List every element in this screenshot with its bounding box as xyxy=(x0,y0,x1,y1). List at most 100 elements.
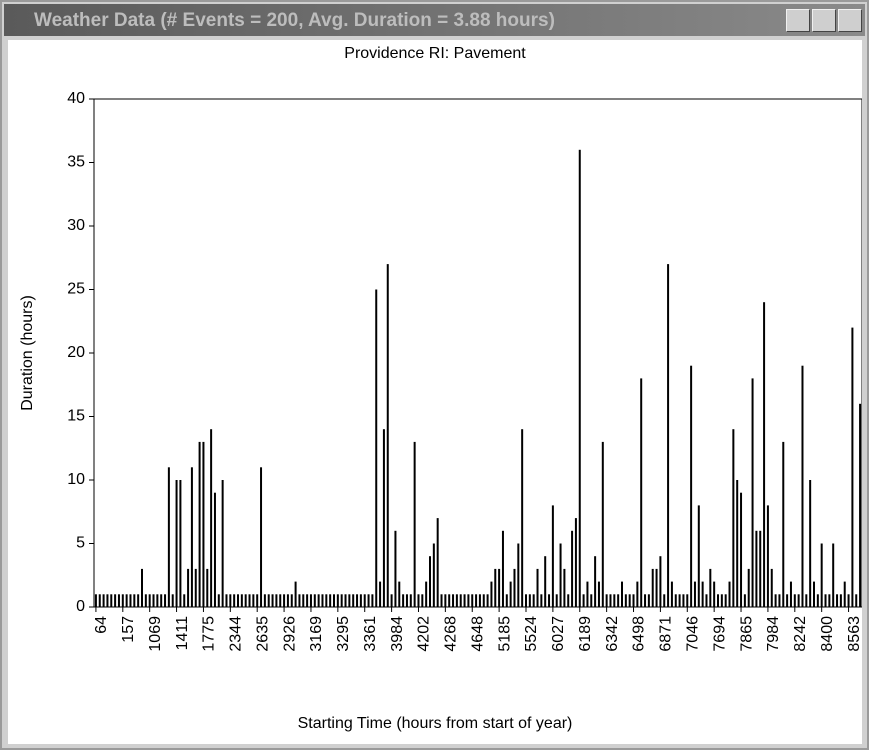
bar xyxy=(302,594,305,607)
bar xyxy=(344,594,347,607)
bar xyxy=(233,594,236,607)
x-tick-label: 8400 xyxy=(819,616,836,652)
chart-title: Providence RI: Pavement xyxy=(344,45,526,62)
bar xyxy=(106,594,109,607)
bar xyxy=(517,543,520,607)
bar xyxy=(551,505,554,607)
bar xyxy=(121,594,124,607)
bar xyxy=(363,594,366,607)
bar xyxy=(670,581,673,607)
bar xyxy=(198,441,201,607)
bar xyxy=(574,518,577,607)
bar xyxy=(102,594,105,607)
bar xyxy=(701,581,704,607)
bar xyxy=(371,594,374,607)
bar xyxy=(578,149,581,608)
bar xyxy=(329,594,332,607)
bar xyxy=(190,467,193,607)
bar xyxy=(171,594,174,607)
bar xyxy=(636,581,639,607)
minimize-button[interactable] xyxy=(786,9,810,32)
bar xyxy=(770,568,773,607)
bar xyxy=(809,480,812,607)
bar xyxy=(429,556,431,607)
bar xyxy=(490,581,493,607)
bar xyxy=(114,594,117,607)
bar xyxy=(743,594,746,607)
bar xyxy=(747,568,750,607)
bar xyxy=(763,302,766,607)
y-tick-label: 35 xyxy=(67,154,85,171)
bar xyxy=(659,556,662,607)
bar xyxy=(348,594,351,607)
bar xyxy=(555,594,558,607)
bar xyxy=(617,594,620,607)
x-tick-label: 6027 xyxy=(550,616,567,652)
bar xyxy=(713,581,716,607)
bar xyxy=(621,581,623,607)
bar xyxy=(221,480,224,607)
bar xyxy=(356,594,359,607)
bar xyxy=(605,594,608,607)
bar xyxy=(125,594,128,607)
bar xyxy=(275,594,278,607)
bar xyxy=(471,594,474,607)
x-tick-label: 8563 xyxy=(846,616,862,652)
bar xyxy=(467,594,470,607)
bar xyxy=(478,594,481,607)
bar xyxy=(98,594,101,607)
bar xyxy=(382,429,385,607)
bar xyxy=(164,594,167,607)
bar xyxy=(782,441,785,607)
x-tick-label: 6871 xyxy=(658,616,675,652)
x-tick-label: 4202 xyxy=(416,616,433,652)
bar xyxy=(217,594,220,607)
bar xyxy=(286,594,289,607)
x-tick-label: 6342 xyxy=(604,616,621,652)
bar xyxy=(813,581,815,607)
bar xyxy=(836,594,839,607)
bar xyxy=(705,594,708,607)
bar xyxy=(455,594,458,607)
bar xyxy=(766,505,769,607)
bar xyxy=(283,594,286,607)
x-tick-label: 1411 xyxy=(174,616,191,651)
bar xyxy=(279,594,282,607)
x-tick-label: 7694 xyxy=(711,616,728,652)
bar xyxy=(678,594,681,607)
bar xyxy=(839,594,842,607)
bar xyxy=(751,378,754,607)
bar xyxy=(294,581,297,607)
bar xyxy=(674,594,677,607)
bar xyxy=(463,594,466,607)
bar xyxy=(260,467,263,607)
bar xyxy=(148,594,151,607)
y-tick-label: 40 xyxy=(67,90,85,107)
x-tick-label: 5185 xyxy=(496,616,513,652)
x-tick-label: 64 xyxy=(93,616,110,634)
bar xyxy=(548,594,551,607)
bar xyxy=(379,581,382,607)
bar xyxy=(663,594,666,607)
x-tick-label: 3984 xyxy=(389,616,406,652)
bar xyxy=(693,581,696,607)
x-tick-label: 7984 xyxy=(765,616,782,652)
bar xyxy=(317,594,320,607)
bar xyxy=(613,594,616,607)
bar xyxy=(532,594,535,607)
bar xyxy=(505,594,508,607)
bar xyxy=(540,594,543,607)
bar xyxy=(851,327,854,607)
bar xyxy=(586,581,589,607)
y-axis-label: Duration (hours) xyxy=(19,295,36,411)
bar xyxy=(536,568,539,607)
x-tick-label: 1069 xyxy=(147,616,164,652)
bar xyxy=(720,594,723,607)
bar xyxy=(525,594,527,607)
bar xyxy=(697,505,700,607)
maximize-button[interactable] xyxy=(812,9,836,32)
bar xyxy=(225,594,228,607)
y-tick-label: 5 xyxy=(76,535,85,552)
close-button[interactable] xyxy=(838,9,862,32)
